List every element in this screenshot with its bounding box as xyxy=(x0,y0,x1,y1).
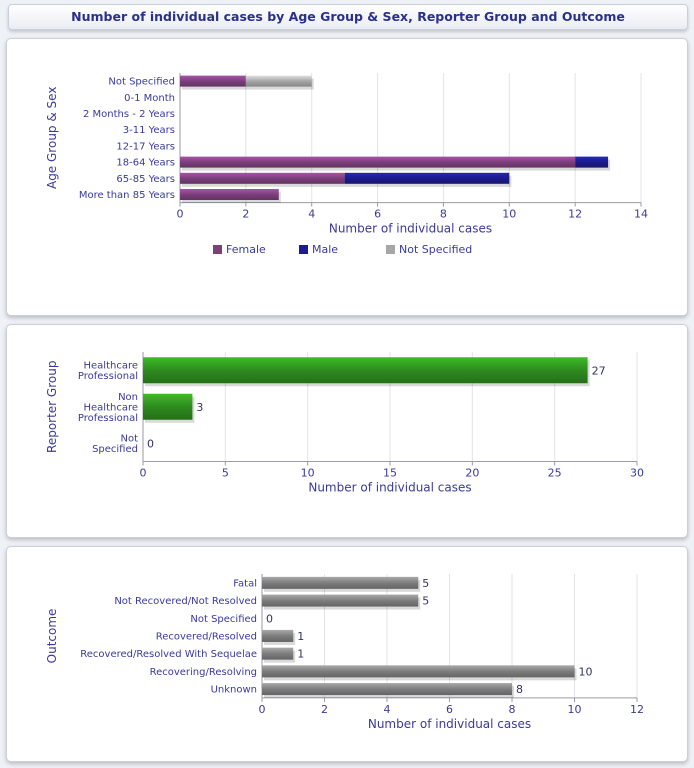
x-tick-label: 8 xyxy=(440,208,447,221)
y-tick-label: Not Specified xyxy=(108,77,175,88)
x-tick-label: 20 xyxy=(465,467,479,480)
y-tick-label: 0-1 Month xyxy=(124,93,175,104)
x-tick-label: 14 xyxy=(634,208,648,221)
y-tick-label: 2 Months - 2 Years xyxy=(83,109,175,120)
page-title: Number of individual cases by Age Group … xyxy=(8,4,688,30)
reporter-group-chart-panel: 0 5 10 15 20 25 30 Number of individual cases Re… xyxy=(6,324,688,538)
x-tick-label: 10 xyxy=(301,467,315,480)
legend-label: Not Specified xyxy=(399,243,472,256)
x-tick-label: 10 xyxy=(502,208,516,221)
x-tick-label: 8 xyxy=(509,703,516,716)
x-tick-label: 0 xyxy=(177,208,184,221)
x-axis-title: Number of individual cases xyxy=(368,717,531,731)
bar xyxy=(262,629,294,642)
y-tick-label: Specified xyxy=(92,444,138,455)
y-tick-label: Fatal xyxy=(233,578,257,589)
data-label: 8 xyxy=(516,683,523,696)
y-tick-label: Healthcare xyxy=(83,402,138,413)
bar xyxy=(262,665,575,678)
age-sex-chart: 0 2 4 6 8 10 12 14 Number of individual cases Age… xyxy=(45,73,648,256)
data-label: 0 xyxy=(266,612,273,625)
bar-not-specified xyxy=(245,75,312,87)
legend-swatch xyxy=(299,245,308,254)
bar-male xyxy=(344,172,510,184)
data-label: 1 xyxy=(297,648,304,661)
bar xyxy=(262,594,419,607)
bar xyxy=(262,576,419,589)
y-tick-label: More than 85 Years xyxy=(79,190,175,201)
x-tick-label: 12 xyxy=(568,208,582,221)
x-tick-label: 25 xyxy=(548,467,562,480)
y-tick-label: 65-85 Years xyxy=(116,174,175,185)
x-axis-title: Number of individual cases xyxy=(329,222,492,236)
x-tick-label: 0 xyxy=(259,703,266,716)
y-axis-title: Outcome xyxy=(45,609,59,664)
x-tick-label: 2 xyxy=(321,703,328,716)
data-label: 3 xyxy=(196,401,203,414)
bar xyxy=(262,683,512,696)
y-tick-label: Non xyxy=(118,392,138,403)
legend-label: Female xyxy=(226,243,266,256)
y-tick-label: Recovered/Resolved With Sequelae xyxy=(80,649,257,660)
bar xyxy=(143,393,193,420)
x-tick-label: 6 xyxy=(446,703,453,716)
legend-swatch xyxy=(213,245,222,254)
data-label: 5 xyxy=(422,595,429,608)
x-tick-label: 30 xyxy=(630,467,644,480)
data-label: 10 xyxy=(579,665,593,678)
data-label: 1 xyxy=(297,630,304,643)
x-tick-label: 12 xyxy=(630,703,644,716)
x-tick-label: 10 xyxy=(568,703,582,716)
y-tick-label: Unknown xyxy=(211,685,257,696)
y-tick-label: Professional xyxy=(78,371,138,382)
y-tick-label: Professional xyxy=(78,413,138,424)
y-tick-label: Recovered/Resolved xyxy=(156,631,257,642)
data-label: 5 xyxy=(422,577,429,590)
bar-female xyxy=(180,172,345,184)
y-tick-label: Recovering/Resolving xyxy=(150,667,257,678)
y-tick-label: Not xyxy=(120,434,138,445)
y-tick-label: Not Recovered/Not Resolved xyxy=(114,596,257,607)
y-axis-title: Reporter Group xyxy=(45,361,59,453)
y-tick-label: Not Specified xyxy=(190,614,257,625)
x-tick-label: 5 xyxy=(222,467,229,480)
y-tick-label: 3-11 Years xyxy=(123,125,175,136)
x-tick-label: 4 xyxy=(384,703,391,716)
bar-female xyxy=(180,156,576,168)
data-label: 27 xyxy=(592,364,606,377)
bar xyxy=(262,647,294,660)
y-tick-label: 18-64 Years xyxy=(116,158,175,169)
legend-label: Male xyxy=(312,243,338,256)
bar xyxy=(143,357,588,384)
y-tick-label: 12-17 Years xyxy=(116,141,175,152)
bar-female xyxy=(180,75,246,87)
x-tick-label: 6 xyxy=(374,208,381,221)
age-sex-chart-panel: 0 2 4 6 8 10 12 14 Number of individual cases Age… xyxy=(6,38,688,316)
outcome-chart-panel: 0 2 4 6 8 10 12 Number of individual cases Outco… xyxy=(6,546,688,762)
legend-swatch xyxy=(386,245,395,254)
data-label: 0 xyxy=(147,437,154,450)
x-axis-title: Number of individual cases xyxy=(308,481,471,495)
bar-male xyxy=(575,156,609,168)
x-tick-label: 4 xyxy=(308,208,315,221)
bar-female xyxy=(180,189,279,200)
x-tick-label: 15 xyxy=(383,467,397,480)
x-tick-label: 0 xyxy=(140,467,147,480)
y-tick-label: Healthcare xyxy=(83,361,138,372)
y-axis-title: Age Group & Sex xyxy=(45,87,59,189)
x-tick-label: 2 xyxy=(242,208,249,221)
